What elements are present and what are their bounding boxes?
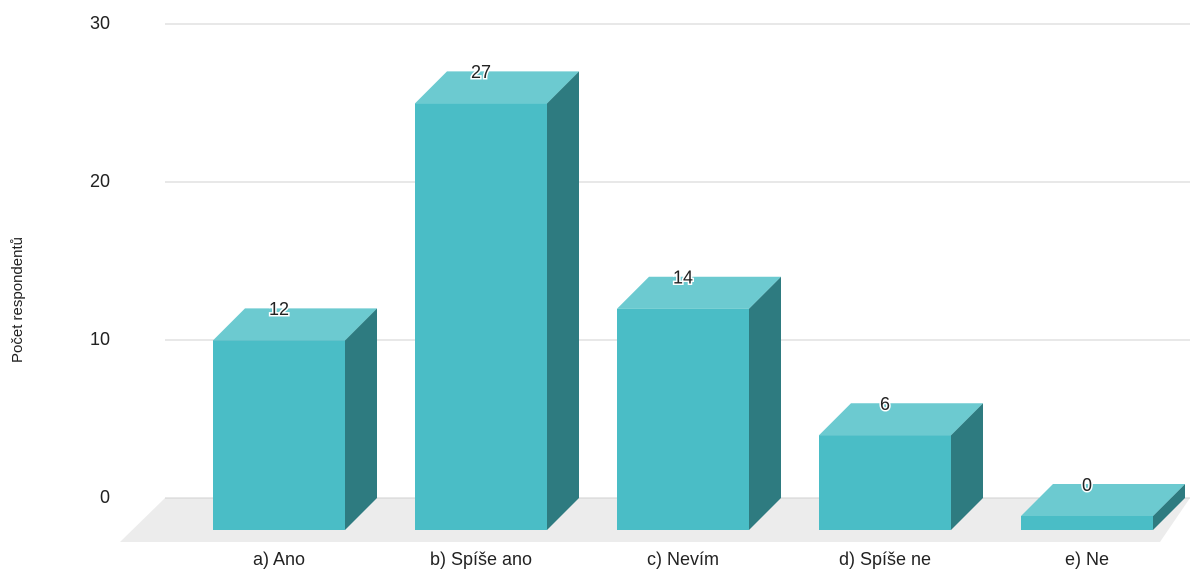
bar-top: [415, 71, 579, 104]
y-tick-label: 10: [90, 329, 110, 349]
bar-top: [819, 403, 983, 436]
data-label: 6: [880, 394, 890, 414]
bar-side: [951, 403, 983, 530]
bar-front: [819, 435, 951, 530]
bar: [213, 308, 377, 530]
y-tick-label: 0: [100, 487, 110, 507]
data-label: 12: [269, 299, 289, 319]
bar-top: [617, 276, 781, 309]
bar-side: [345, 308, 377, 530]
y-tick-label: 30: [90, 13, 110, 33]
x-tick-label: c) Nevím: [647, 549, 719, 569]
bar: [415, 71, 579, 531]
x-tick-label: e) Ne: [1065, 549, 1109, 569]
bar-top: [1021, 484, 1185, 516]
bar: [819, 403, 983, 530]
bar-side: [547, 71, 579, 531]
x-tick-label: a) Ano: [253, 549, 305, 569]
x-tick-label: b) Spíše ano: [430, 549, 532, 569]
y-tick-label: 20: [90, 171, 110, 191]
bar: [1021, 484, 1185, 530]
bar-side: [749, 276, 781, 530]
bar: [617, 276, 781, 530]
bar-front: [617, 308, 749, 530]
y-axis-label: Počet respondentů: [9, 237, 26, 363]
bar-front: [213, 340, 345, 530]
bar-top: [213, 308, 377, 341]
data-label: 14: [673, 268, 693, 288]
bar-side: [1153, 484, 1185, 530]
x-tick-label: d) Spíše ne: [839, 549, 931, 569]
bar-front: [415, 103, 547, 531]
bar-front: [1021, 516, 1153, 530]
data-label: 27: [471, 62, 491, 82]
data-label: 0: [1082, 475, 1092, 495]
